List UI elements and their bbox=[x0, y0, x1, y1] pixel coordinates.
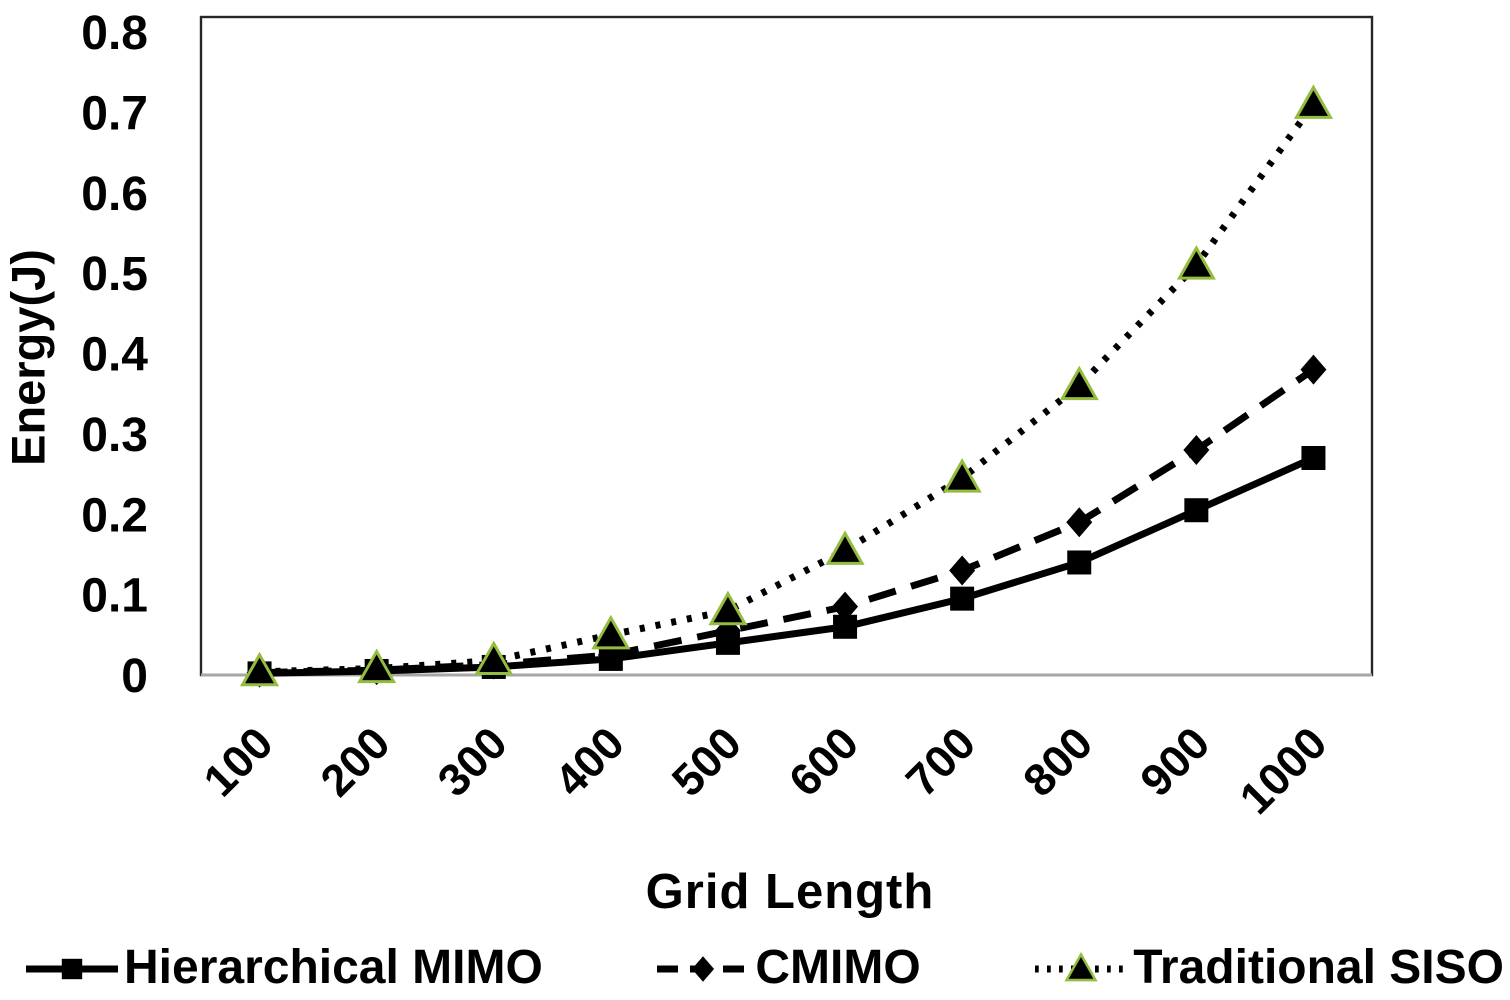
data-point-marker-triangle bbox=[942, 458, 982, 493]
data-point-marker-diamond bbox=[1300, 354, 1327, 385]
x-tick-label: 100 bbox=[193, 717, 282, 806]
legend-diamond-dashed-line-icon bbox=[657, 956, 750, 982]
y-tick-label: 0.3 bbox=[81, 409, 148, 462]
data-point-marker-triangle bbox=[474, 640, 514, 676]
data-point-marker-triangle bbox=[1064, 951, 1098, 982]
series-line-traditional-siso bbox=[259, 102, 1317, 676]
x-tick-label: 900 bbox=[1130, 717, 1219, 806]
series-line-hierarchical-mimo bbox=[259, 454, 1315, 677]
x-tick-label: 800 bbox=[1013, 717, 1102, 806]
plot-area-border bbox=[199, 15, 1374, 677]
series-line-cmimo bbox=[259, 366, 1316, 677]
legend-square-solid-line-icon bbox=[26, 958, 118, 980]
data-point-marker-triangle bbox=[1059, 365, 1099, 401]
data-point-marker-triangle bbox=[591, 614, 631, 650]
data-point-marker-diamond bbox=[1183, 434, 1210, 465]
x-axis-title: Grid Length bbox=[645, 865, 935, 919]
data-point-marker-triangle bbox=[825, 530, 865, 565]
data-point-marker-square bbox=[1067, 550, 1092, 575]
data-point-marker-triangle bbox=[1176, 245, 1216, 280]
data-point-marker-square bbox=[61, 958, 83, 980]
y-tick-label: 0.5 bbox=[81, 248, 148, 301]
y-tick-label: 0.8 bbox=[81, 7, 148, 60]
data-point-marker-triangle bbox=[357, 648, 397, 684]
legend-triangle-dotted-line-icon bbox=[1035, 951, 1128, 982]
data-point-marker-square bbox=[950, 586, 975, 611]
x-tick-label: 600 bbox=[779, 717, 868, 806]
series-markers-traditional-siso bbox=[239, 84, 1334, 687]
legend: Hierarchical MIMO CMIMO Traditional SISO bbox=[0, 936, 1510, 1000]
x-tick-label: 300 bbox=[428, 717, 517, 806]
y-axis-tick-labels: 0 0.1 0.2 0.3 0.4 0.5 0.6 0.7 0.8 bbox=[81, 7, 148, 703]
x-tick-label: 500 bbox=[662, 717, 751, 806]
y-tick-label: 0.2 bbox=[81, 489, 148, 542]
y-axis-title: Energy(J) bbox=[1, 249, 55, 466]
data-point-marker-triangle bbox=[239, 651, 280, 687]
x-axis-tick-labels: 100 200 300 400 500 600 700 800 900 1000 bbox=[193, 717, 1336, 824]
legend-label: CMIMO bbox=[755, 940, 921, 994]
x-tick-label: 700 bbox=[896, 717, 985, 806]
legend-item-cmimo: CMIMO bbox=[657, 940, 921, 995]
legend-item-hierarchical-mimo: Hierarchical MIMO bbox=[26, 940, 543, 995]
legend-label: Hierarchical MIMO bbox=[124, 940, 543, 994]
y-tick-label: 0.1 bbox=[81, 570, 148, 623]
legend-item-traditional-siso: Traditional SISO bbox=[1035, 940, 1504, 995]
x-tick-label: 400 bbox=[545, 717, 634, 806]
data-point-marker-square bbox=[1301, 445, 1326, 470]
data-point-marker-triangle bbox=[708, 590, 748, 626]
data-point-marker-triangle bbox=[1293, 84, 1334, 119]
x-tick-label: 1000 bbox=[1230, 717, 1337, 824]
y-tick-label: 0.7 bbox=[81, 87, 148, 140]
x-tick-label: 200 bbox=[311, 717, 400, 806]
data-point-marker-diamond bbox=[832, 591, 859, 622]
legend-label: Traditional SISO bbox=[1133, 940, 1504, 994]
data-point-marker-diamond bbox=[692, 956, 715, 982]
data-point-marker-diamond bbox=[1066, 507, 1093, 538]
data-point-marker-diamond bbox=[949, 555, 976, 586]
y-tick-label: 0.6 bbox=[81, 168, 148, 221]
y-tick-label: 0 bbox=[121, 650, 148, 703]
data-point-marker-square bbox=[1184, 498, 1209, 523]
y-tick-label: 0.4 bbox=[81, 329, 148, 382]
series-markers-hierarchical-mimo bbox=[247, 445, 1326, 686]
